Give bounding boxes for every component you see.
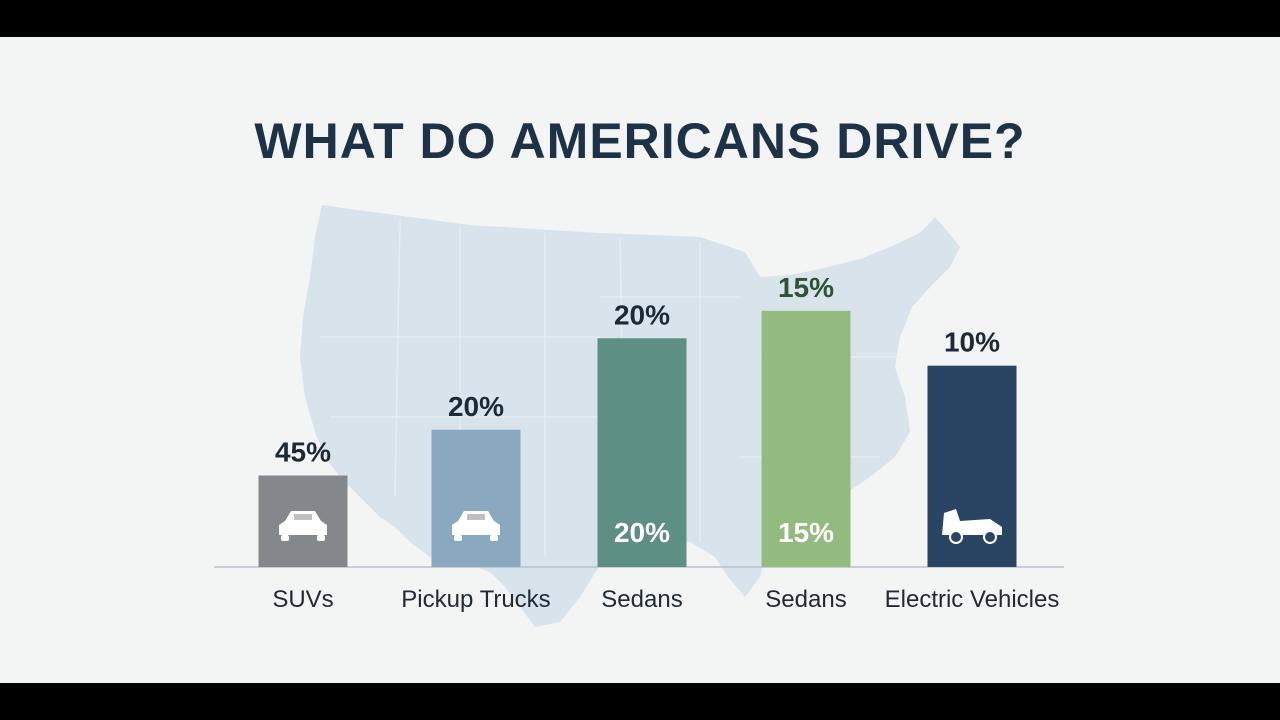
bar-value-label-2: 20% (448, 391, 504, 422)
bar-5 (927, 365, 1017, 567)
bar-3 (597, 338, 687, 567)
car-icon (452, 511, 500, 541)
category-label-1: SUVs (272, 586, 333, 613)
bar-2 (431, 429, 521, 567)
bar-value-label-5: 10% (944, 327, 1000, 358)
bar-value-label-1: 45% (275, 437, 331, 468)
letterbox-top (0, 0, 1280, 37)
letterbox-bottom (0, 683, 1280, 720)
chart-title: WHAT DO AMERICANS DRIVE? (254, 113, 1026, 169)
category-label-4: Sedans (765, 586, 846, 613)
category-label-3: Sedans (601, 586, 682, 613)
category-label-2: Pickup Trucks (401, 586, 550, 613)
bar-value-label-4: 15% (778, 272, 834, 303)
slide: 45% SUVs 20% Pickup Trucks 20% 20% Sedans 15% 15… (0, 37, 1280, 683)
car-icon (279, 511, 327, 541)
bars-layer: 45% SUVs 20% Pickup Trucks 20% 20% Sedans 15% 15… (258, 272, 1060, 613)
bar-value-label-3: 20% (614, 299, 670, 330)
ev-car-icon (942, 509, 1002, 544)
category-label-5: Electric Vehicles (885, 586, 1060, 613)
chart: 45% SUVs 20% Pickup Trucks 20% 20% Sedans 15% 15… (214, 205, 1064, 627)
bar-inner-label-4: 15% (778, 517, 834, 548)
bar-4 (761, 310, 851, 567)
bar-inner-label-3: 20% (614, 517, 670, 548)
